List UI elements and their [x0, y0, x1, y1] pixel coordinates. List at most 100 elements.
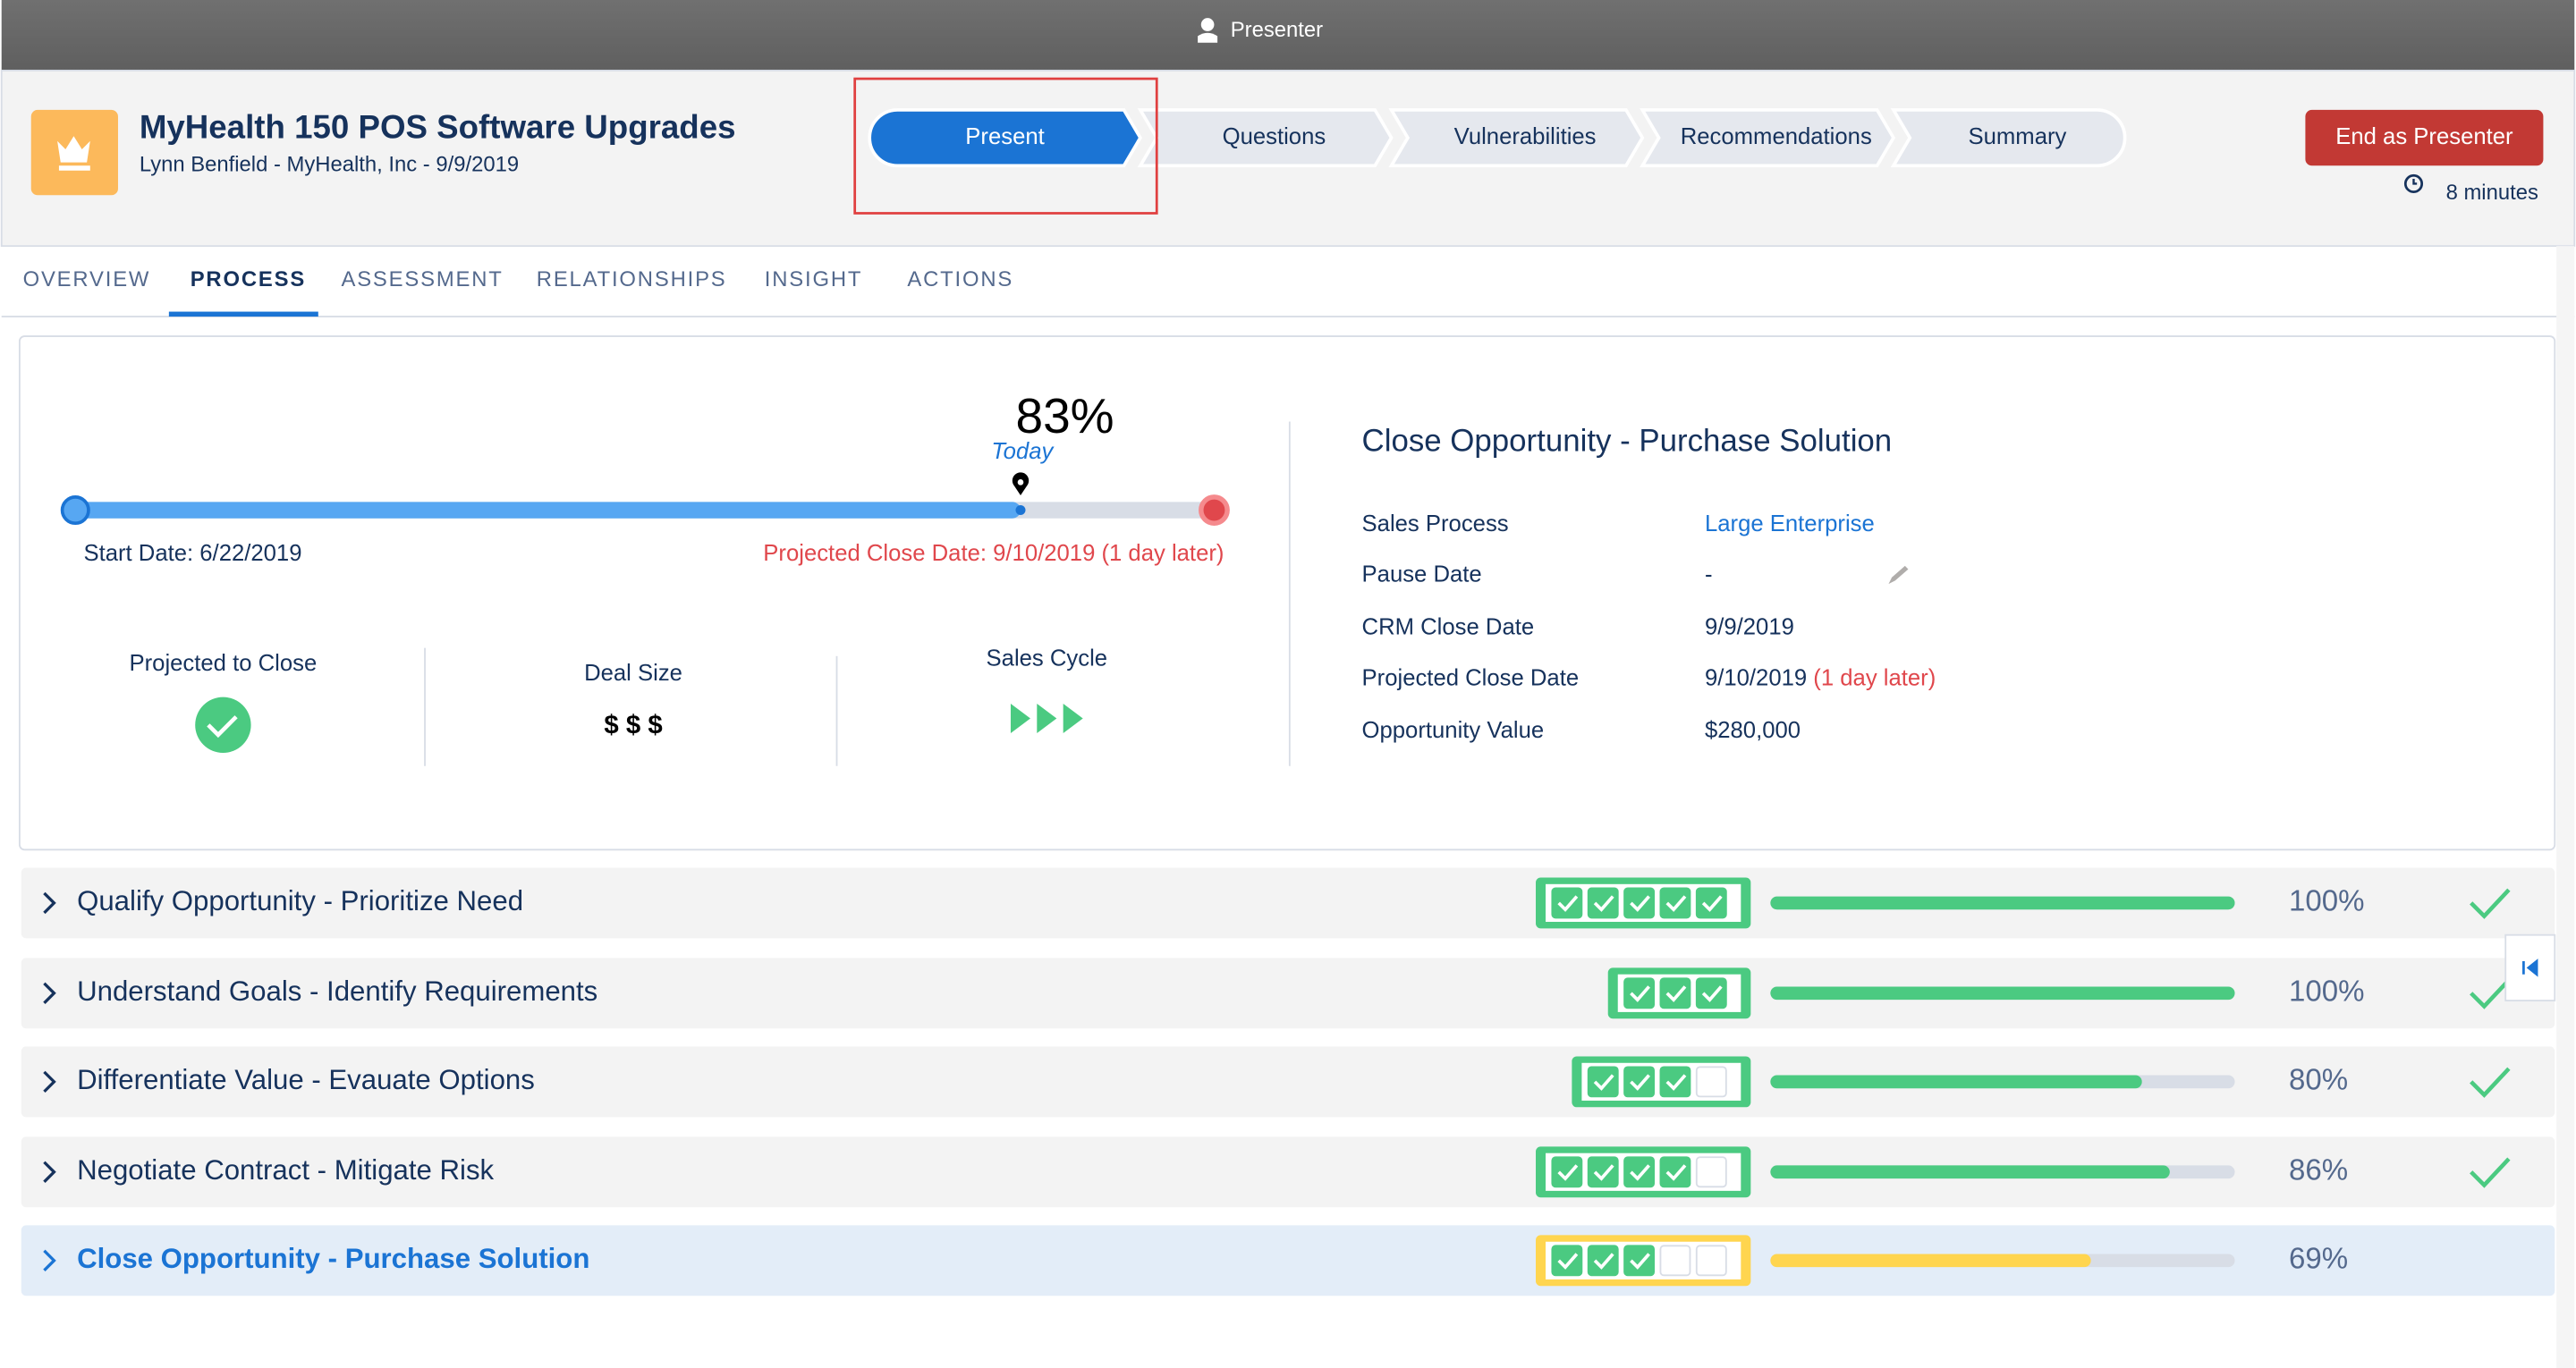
stage-chevron[interactable] [43, 982, 56, 1004]
checkbox [1659, 887, 1691, 919]
stage-complete [2470, 978, 2511, 1009]
detail-value-part: (1 day later) [1807, 665, 1936, 690]
tab[interactable]: OVERVIEW [23, 267, 151, 291]
detail-value: $280,000 [1705, 718, 1801, 743]
tab[interactable]: ASSESSMENT [341, 267, 503, 291]
detail-value: - [1705, 562, 1713, 587]
checkbox [1659, 1245, 1691, 1277]
stage-name[interactable]: Close Opportunity - Purchase Solution [77, 1243, 589, 1274]
stage-percent: 100% [2289, 975, 2364, 1008]
stage-chevron[interactable] [43, 1070, 56, 1094]
path-step-label[interactable]: Questions [1223, 124, 1326, 149]
path-step[interactable] [1388, 108, 1645, 168]
metric-label: Projected to Close [130, 651, 318, 676]
stage-progress [1770, 1165, 2170, 1179]
checkbox [1695, 1156, 1727, 1188]
today-pin-hole [1017, 479, 1024, 486]
checkbox-tick [1665, 895, 1687, 912]
percent-label: 83% [1015, 388, 1114, 443]
checkbox-tick [1593, 1164, 1614, 1181]
stage-name[interactable]: Differentiate Value - Evauate Options [77, 1064, 535, 1095]
checkbox-tick [1593, 1074, 1614, 1091]
stage-name[interactable]: Understand Goals - Identify Requirements [77, 975, 597, 1007]
path-step-label[interactable]: Present [965, 124, 1044, 149]
top-bar [1, 0, 2575, 71]
stage-row[interactable] [21, 958, 2555, 1029]
checkbox [1623, 1066, 1656, 1098]
tabs: OVERVIEW PROCESS ASSESSMENT RELATIONSHIPS IN… [23, 267, 1013, 317]
today-dot [1015, 505, 1026, 516]
stage-row[interactable] [21, 867, 2555, 939]
checkbox-tick [1593, 895, 1614, 912]
stage-percent: 69% [2289, 1242, 2348, 1275]
end-button[interactable] [2305, 109, 2544, 166]
checkbox-tick [1665, 1074, 1687, 1091]
stage-percent: 100% [2289, 884, 2364, 917]
detail-value: 9/9/2019 [1705, 614, 1794, 639]
path-step-label[interactable]: Vulnerabilities [1454, 124, 1597, 149]
path-step[interactable] [1640, 108, 1896, 168]
checkbox-tick [1701, 895, 1723, 912]
close-icon [195, 697, 251, 754]
detail-value-part: $280,000 [1705, 718, 1801, 743]
stage-row[interactable] [21, 1136, 2555, 1208]
detail-label: Sales Process [1362, 511, 1509, 536]
stage-complete [2470, 1157, 2511, 1188]
side-toggle-icon[interactable] [2522, 958, 2538, 977]
stage-chevron[interactable] [43, 891, 56, 915]
edit-icon[interactable] [1888, 565, 1909, 585]
tab[interactable]: PROCESS [191, 267, 306, 291]
cycle-icon [1010, 704, 1083, 734]
stage-row[interactable] [21, 1225, 2555, 1296]
tab[interactable]: ACTIONS [907, 267, 1013, 291]
path-step[interactable] [1890, 108, 2127, 168]
projected-date: Projected Close Date: 9/10/2019 (1 day l… [763, 541, 1224, 566]
stage-percent: 86% [2289, 1153, 2348, 1186]
end-button-label[interactable]: End as Presenter [2335, 124, 2513, 149]
checkbox [1623, 1156, 1656, 1188]
record-title: MyHealth 150 POS Software Upgrades [140, 109, 736, 146]
checkbox-tick [1557, 1253, 1579, 1270]
tab-underline [168, 311, 318, 317]
path-step[interactable] [868, 108, 1143, 168]
stage-row[interactable] [21, 1046, 2555, 1118]
detail-value[interactable]: Large Enterprise [1705, 511, 1875, 536]
stage-name[interactable]: Negotiate Contract - Mitigate Risk [77, 1154, 494, 1186]
checkbox [1695, 887, 1727, 919]
end-dot [1199, 494, 1230, 526]
stage-progress [1770, 1075, 2142, 1089]
timeline-progress [75, 502, 1021, 519]
stage-chevron[interactable] [43, 1161, 56, 1183]
clock-icon [2403, 173, 2424, 194]
path-step-label[interactable]: Recommendations [1681, 124, 1872, 149]
stage-name[interactable]: Qualify Opportunity - Prioritize Need [77, 885, 523, 916]
checkbox-tick [1630, 1253, 1650, 1270]
checkbox-tick [1630, 985, 1650, 1002]
checkbox [1587, 1245, 1619, 1277]
detail-value-part: 9/10/2019 [1705, 665, 1807, 690]
start-dot [60, 495, 90, 526]
stage-progress [1770, 896, 2235, 910]
metric-label: Sales Cycle [987, 646, 1108, 671]
checkbox [1551, 887, 1583, 919]
stages: Qualify Opportunity - Prioritize Need 100… [21, 867, 2555, 1296]
checkbox [1623, 977, 1656, 1009]
crown [57, 136, 90, 171]
tab[interactable]: INSIGHT [765, 267, 862, 291]
tab[interactable]: RELATIONSHIPS [537, 267, 727, 291]
checkbox [1659, 1066, 1691, 1098]
detail-value-part: - [1705, 562, 1713, 587]
path-step-label[interactable]: Summary [1969, 124, 2067, 149]
stage-chevron[interactable] [43, 1249, 56, 1272]
metric-value: $ $ $ [604, 710, 662, 739]
detail-label: Projected Close Date [1362, 665, 1580, 690]
detail-value-part: 9/9/2019 [1705, 614, 1794, 639]
stage-complete [2470, 1067, 2511, 1098]
scrollbar [2556, 246, 2575, 1368]
checkbox-tick [1665, 985, 1687, 1002]
start-date: Start Date: 6/22/2019 [83, 541, 301, 566]
checkbox-tick [1557, 1164, 1579, 1181]
details-title: Close Opportunity - Purchase Solution [1362, 424, 1893, 459]
